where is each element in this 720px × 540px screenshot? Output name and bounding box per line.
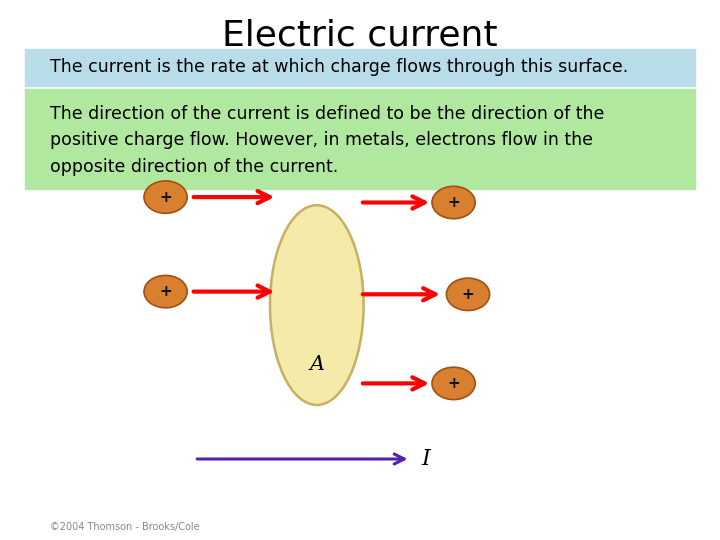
Circle shape	[432, 186, 475, 219]
Text: +: +	[159, 190, 172, 205]
Text: +: +	[462, 287, 474, 302]
Text: +: +	[159, 284, 172, 299]
Text: The direction of the current is defined to be the direction of the
positive char: The direction of the current is defined …	[50, 105, 605, 176]
Text: Electric current: Electric current	[222, 19, 498, 53]
Ellipse shape	[270, 205, 364, 405]
Circle shape	[144, 181, 187, 213]
Text: ©2004 Thomson - Brooks/Cole: ©2004 Thomson - Brooks/Cole	[50, 522, 200, 532]
Text: +: +	[447, 195, 460, 210]
Text: The current is the rate at which charge flows through this surface.: The current is the rate at which charge …	[50, 58, 629, 77]
Circle shape	[144, 275, 187, 308]
Circle shape	[446, 278, 490, 310]
Text: A: A	[309, 355, 325, 374]
Text: +: +	[447, 376, 460, 391]
FancyBboxPatch shape	[25, 49, 695, 86]
Circle shape	[432, 367, 475, 400]
FancyBboxPatch shape	[25, 89, 695, 189]
Text: I: I	[421, 448, 430, 470]
